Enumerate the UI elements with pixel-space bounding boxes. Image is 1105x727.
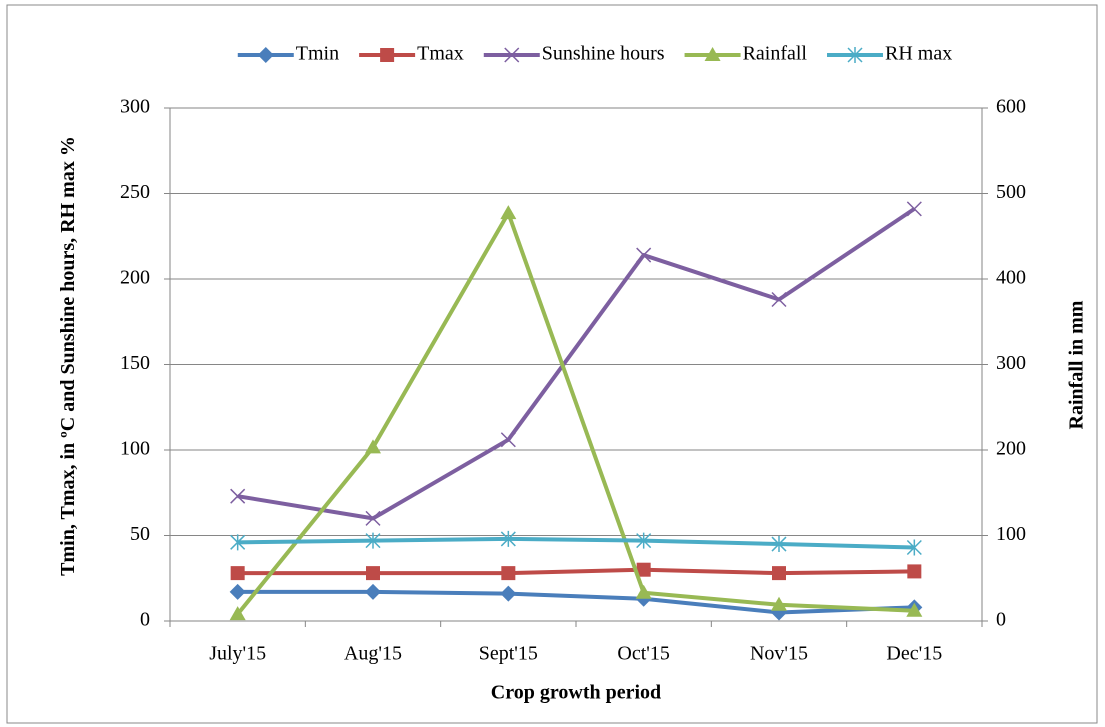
y-axis-title: Tmin, Tmax, in ºC and Sunshine hours, RH… xyxy=(57,136,79,576)
marker xyxy=(500,205,517,220)
marker xyxy=(365,532,381,549)
marker xyxy=(906,539,922,556)
legend-marker xyxy=(704,47,721,61)
y-tick-label: 100 xyxy=(120,438,150,460)
marker xyxy=(230,488,246,504)
marker xyxy=(500,530,516,547)
marker xyxy=(501,566,516,581)
x-tick-label: Nov'15 xyxy=(750,643,808,665)
marker xyxy=(636,562,651,577)
series-line xyxy=(237,536,915,550)
marker xyxy=(365,439,381,454)
marker xyxy=(906,201,922,217)
y-tick-label: 300 xyxy=(120,96,150,118)
legend-marker xyxy=(504,47,520,63)
y-tick-label: 0 xyxy=(140,609,150,631)
marker xyxy=(771,536,787,553)
legend-label: RH max xyxy=(885,43,952,65)
y2-tick-label: 100 xyxy=(996,523,1026,545)
legend-marker xyxy=(257,47,274,63)
marker xyxy=(365,583,381,600)
x-tick-label: July'15 xyxy=(209,643,266,665)
marker xyxy=(772,566,786,581)
x-tick-label: Oct'15 xyxy=(617,643,669,665)
y-tick-label: 200 xyxy=(120,267,150,289)
marker xyxy=(500,585,517,602)
y2-tick-label: 200 xyxy=(996,438,1026,460)
y-tick-label: 150 xyxy=(120,352,150,374)
marker xyxy=(230,566,245,581)
legend: Tmin Tmax Sunshine hours Rainfall RH max xyxy=(237,43,952,65)
legend-marker xyxy=(380,48,395,62)
marker xyxy=(229,606,246,621)
y2-tick-label: 600 xyxy=(996,96,1026,118)
chart-border xyxy=(6,4,1098,724)
legend-label: Sunshine hours xyxy=(542,43,665,65)
y-tick-label: 50 xyxy=(130,523,150,545)
marker xyxy=(636,247,652,263)
legend-marker xyxy=(847,47,863,63)
series-line xyxy=(237,567,915,576)
marker xyxy=(636,532,652,549)
y2-tick-label: 500 xyxy=(996,181,1026,203)
series-line xyxy=(237,207,916,521)
series-line xyxy=(236,211,915,616)
legend-label: Tmin xyxy=(296,43,339,65)
legend-label: Tmax xyxy=(417,43,464,65)
marker xyxy=(771,596,787,611)
y2-tick-label: 400 xyxy=(996,267,1026,289)
marker xyxy=(366,566,380,581)
marker xyxy=(635,584,652,599)
y2-tick-label: 0 xyxy=(996,609,1006,631)
x-tick-label: Dec'15 xyxy=(886,643,942,665)
y2-axis-title: Rainfall in mm xyxy=(1066,300,1088,429)
marker xyxy=(229,583,246,600)
series-line xyxy=(237,589,915,615)
marker xyxy=(365,510,381,526)
y-tick-label: 250 xyxy=(120,181,150,203)
marker xyxy=(500,432,516,448)
x-tick-label: Aug'15 xyxy=(344,643,402,665)
marker xyxy=(907,564,922,579)
y2-tick-label: 300 xyxy=(996,352,1026,374)
x-tick-label: Sept'15 xyxy=(479,643,538,665)
marker xyxy=(230,534,246,551)
marker xyxy=(906,602,923,617)
x-axis-title: Crop growth period xyxy=(491,682,661,704)
legend-label: Rainfall xyxy=(743,43,808,65)
marker xyxy=(771,291,787,308)
